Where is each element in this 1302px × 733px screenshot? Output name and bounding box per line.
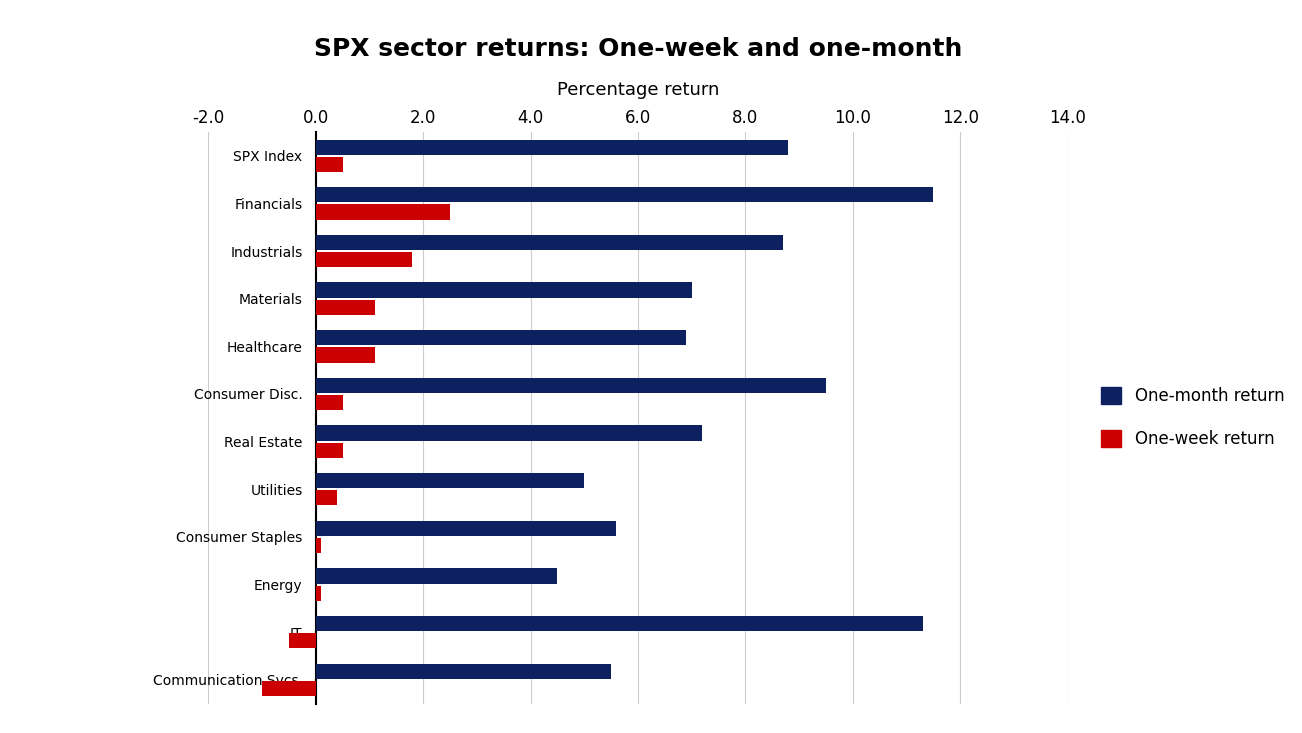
Bar <box>316 235 783 250</box>
Bar <box>316 586 322 601</box>
Bar <box>316 252 413 268</box>
Bar <box>316 282 691 298</box>
Bar <box>262 681 316 696</box>
Bar <box>316 377 825 393</box>
Bar <box>316 330 686 345</box>
Bar <box>316 425 703 441</box>
Bar <box>316 395 342 410</box>
Legend: One-month return, One-week return: One-month return, One-week return <box>1094 379 1293 457</box>
Title: SPX sector returns: One-week and one-month: SPX sector returns: One-week and one-mon… <box>314 37 962 61</box>
X-axis label: Percentage return: Percentage return <box>557 81 719 99</box>
Bar <box>316 616 923 631</box>
Bar <box>289 633 316 649</box>
Bar <box>316 538 322 553</box>
Bar <box>316 157 342 172</box>
Bar <box>316 443 342 458</box>
Bar <box>316 187 934 202</box>
Bar <box>316 473 585 488</box>
Bar <box>316 205 450 220</box>
Bar <box>316 490 337 506</box>
Bar <box>316 300 375 315</box>
Bar <box>316 139 789 155</box>
Bar <box>316 663 611 679</box>
Bar <box>316 568 557 583</box>
Bar <box>316 520 617 536</box>
Bar <box>316 347 375 363</box>
